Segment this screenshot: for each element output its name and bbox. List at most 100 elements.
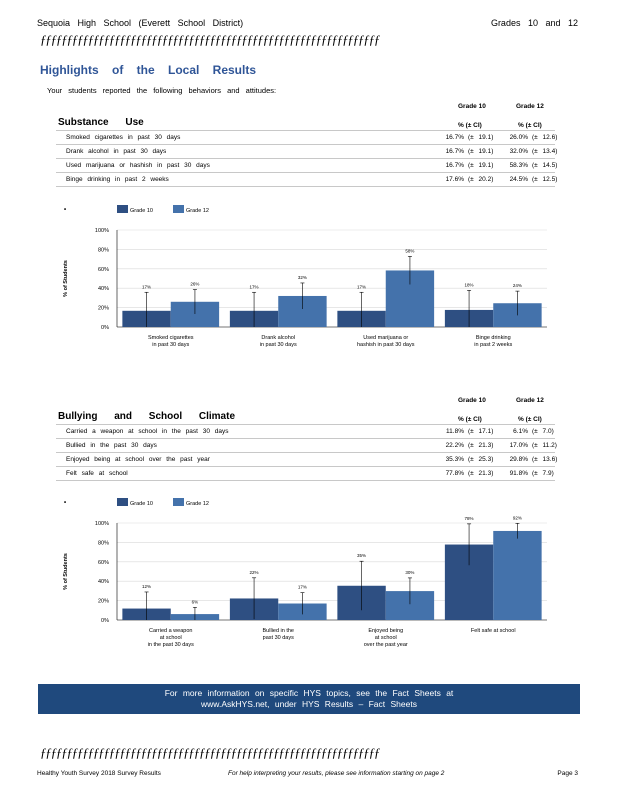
section-title-substance: Substance Use bbox=[58, 117, 144, 128]
y-axis-label: % of Students bbox=[63, 260, 69, 297]
data-label: 24% bbox=[513, 283, 522, 288]
data-label: 35% bbox=[357, 553, 366, 558]
bar bbox=[493, 530, 542, 620]
row-grade12-value: 24.5% bbox=[509, 176, 528, 183]
y-tick-label: 40% bbox=[98, 579, 109, 585]
row-grade10-ci: (± 19.1) bbox=[468, 162, 494, 169]
row-grade10-value: 22.2% bbox=[445, 442, 464, 449]
data-label: 17% bbox=[142, 284, 151, 289]
row-label: Smoked cigarettes in past 30 days bbox=[66, 134, 181, 141]
table-divider bbox=[56, 144, 555, 145]
legend-label: Grade 12 bbox=[186, 208, 209, 214]
row-grade12-value: 32.0% bbox=[509, 148, 528, 155]
footer-page-number: Page 3 bbox=[557, 770, 578, 777]
data-label: 6% bbox=[192, 599, 199, 604]
row-grade10-ci: (± 20.2) bbox=[468, 176, 494, 183]
row-grade12-value: 58.3% bbox=[509, 162, 528, 169]
col-header-grade10-b: Grade 10 bbox=[458, 397, 486, 404]
row-label: Bullied in the past 30 days bbox=[66, 442, 157, 449]
row-grade12-ci: (± 14.5) bbox=[532, 162, 558, 169]
table-divider bbox=[56, 452, 555, 453]
page-subtitle: Your students reported the following beh… bbox=[47, 86, 277, 95]
x-tick-label: in past 30 days bbox=[260, 342, 297, 348]
row-grade10-ci: (± 21.3) bbox=[468, 470, 494, 477]
y-tick-label: 80% bbox=[98, 540, 109, 546]
y-tick-label: 20% bbox=[98, 306, 109, 312]
section-title-bullying: Bullying and School Climate bbox=[58, 411, 236, 422]
row-label: Enjoyed being at school over the past ye… bbox=[66, 456, 210, 463]
row-grade10-value: 35.3% bbox=[445, 456, 464, 463]
col-header-grade12-b: Grade 12 bbox=[516, 397, 544, 404]
y-tick-label: 60% bbox=[98, 267, 109, 273]
row-grade10-ci: (± 19.1) bbox=[468, 134, 494, 141]
x-tick-label: Used marijuana or bbox=[363, 335, 408, 341]
x-tick-label: over the past year bbox=[364, 642, 408, 648]
row-grade10-value: 11.8% bbox=[446, 428, 464, 435]
y-tick-label: 20% bbox=[98, 599, 109, 605]
row-grade10-ci: (± 19.1) bbox=[468, 148, 494, 155]
row-grade10-ci: (± 25.3) bbox=[468, 456, 494, 463]
data-label: 17% bbox=[250, 284, 259, 289]
legend-marker: • bbox=[64, 500, 66, 506]
row-grade10-ci: (± 21.3) bbox=[468, 442, 494, 449]
row-grade12-ci: (± 12.6) bbox=[532, 134, 558, 141]
data-label: 26% bbox=[190, 282, 199, 287]
row-grade10-value: 16.7% bbox=[445, 134, 464, 141]
row-grade12-value: 17.0% bbox=[509, 442, 528, 449]
row-grade12-ci: (± 7.0) bbox=[532, 428, 554, 435]
row-grade10-value: 17.6% bbox=[445, 176, 464, 183]
y-tick-label: 0% bbox=[101, 618, 109, 624]
y-tick-label: 0% bbox=[101, 325, 109, 331]
row-grade12-ci: (± 11.2) bbox=[532, 442, 557, 449]
page-title: Highlights of the Local Results bbox=[40, 63, 257, 77]
y-axis-label: % of Students bbox=[63, 553, 69, 590]
table-divider bbox=[56, 186, 555, 187]
bullying-chart: Grade 10 Grade 12 • % of Students 0% 20% 40% 60… bbox=[63, 498, 547, 648]
data-label: 17% bbox=[298, 585, 307, 590]
row-grade12-value: 29.8% bbox=[509, 456, 528, 463]
table-divider bbox=[56, 172, 555, 173]
row-grade12-value: 26.0% bbox=[509, 134, 528, 141]
y-tick-label: 40% bbox=[98, 286, 109, 292]
x-tick-label: in past 30 days bbox=[152, 342, 189, 348]
row-label: Drank alcohol in past 30 days bbox=[66, 148, 167, 155]
x-tick-label: Felt safe at school bbox=[471, 628, 516, 634]
fact-sheets-banner: For more information on specific HYS top… bbox=[38, 684, 580, 714]
row-grade12-ci: (± 13.4) bbox=[532, 148, 558, 155]
x-tick-label: Binge drinking bbox=[476, 335, 511, 341]
footer-survey-name: Healthy Youth Survey 2018 Survey Results bbox=[37, 770, 161, 777]
row-grade12-ci: (± 13.6) bbox=[532, 456, 558, 463]
table-divider bbox=[56, 438, 555, 439]
footer-help-link[interactable]: For help interpreting your results, plea… bbox=[228, 770, 445, 777]
table-divider bbox=[56, 466, 555, 467]
data-label: 22% bbox=[250, 570, 259, 575]
x-tick-label: in past 2 weeks bbox=[474, 342, 512, 348]
banner-line-1: For more information on specific HYS top… bbox=[164, 688, 454, 698]
row-label: Binge drinking in past 2 weeks bbox=[66, 176, 169, 183]
col-header-grade12: Grade 12 bbox=[516, 103, 544, 110]
legend-swatch bbox=[117, 498, 128, 506]
banner-line-2: www.AskHYS.net, under HYS Results – Fact… bbox=[201, 699, 417, 709]
row-grade10-value: 16.7% bbox=[445, 148, 464, 155]
legend-label: Grade 10 bbox=[130, 501, 153, 507]
x-tick-label: at school bbox=[375, 635, 397, 641]
y-tick-label: 100% bbox=[95, 521, 109, 527]
col-header-ci-10-b: % (± CI) bbox=[458, 416, 482, 423]
row-grade12-value: 91.8% bbox=[509, 470, 528, 477]
row-grade12-value: 6.1% bbox=[513, 428, 528, 435]
data-label: 78% bbox=[465, 516, 474, 521]
x-tick-label: Smoked cigarettes bbox=[148, 335, 194, 341]
x-tick-label: in the past 30 days bbox=[148, 642, 194, 648]
data-label: 12% bbox=[142, 584, 151, 589]
table-divider bbox=[56, 480, 555, 481]
grades-label: Grades 10 and 12 bbox=[490, 18, 578, 28]
row-grade10-value: 77.8% bbox=[445, 470, 464, 477]
x-tick-label: at school bbox=[160, 635, 182, 641]
school-name: Sequoia High School (Everett School Dist… bbox=[37, 18, 244, 28]
row-grade10-ci: (± 17.1) bbox=[468, 428, 494, 435]
x-tick-label: Drank alcohol bbox=[261, 335, 295, 341]
data-label: 58% bbox=[405, 248, 414, 253]
x-tick-label: Bullied in the bbox=[263, 628, 295, 634]
x-tick-label: past 30 days bbox=[263, 635, 294, 641]
legend-marker: • bbox=[64, 207, 66, 213]
